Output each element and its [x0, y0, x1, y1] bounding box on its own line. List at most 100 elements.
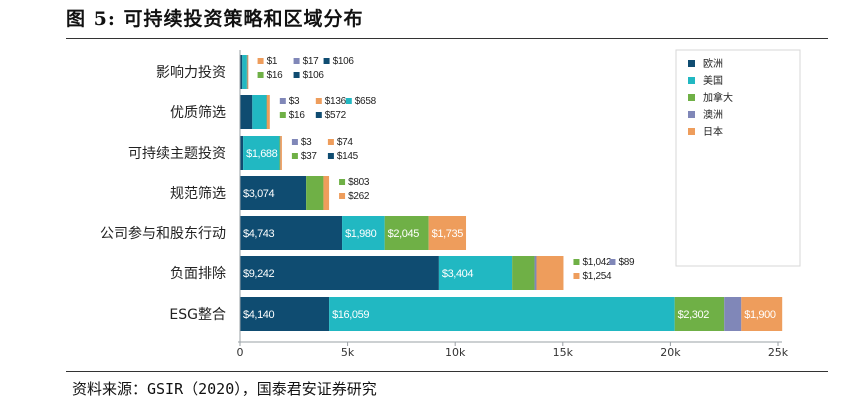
bar-segment-bar-row-2-series-1 — [240, 95, 253, 129]
callout-swatch — [315, 98, 322, 104]
legend-label-3: 加拿大 — [703, 91, 733, 104]
category-label: ESG整合 — [169, 307, 226, 323]
x-tick-label: 10k — [445, 346, 466, 359]
bar-segment-bar-row-4-series-3 — [306, 176, 324, 210]
data-label: $74 — [337, 137, 354, 148]
category-label: 公司参与和股东行动 — [100, 225, 226, 242]
callout-swatch — [279, 112, 286, 118]
category-label: 规范筛选 — [170, 185, 226, 202]
bar-segment-bar-row-7-series-1 — [240, 297, 330, 331]
x-tick-label: 25k — [768, 346, 789, 359]
data-label: $17 — [303, 56, 320, 67]
chart-bars: $1 $17 $106 $16 $106 $3 $136 $658 $16 $572 $1,688 $… — [240, 55, 783, 331]
callout-swatch — [291, 153, 298, 159]
data-label: $2,302 — [678, 309, 710, 321]
legend-swatch-3 — [688, 94, 695, 101]
legend-swatch-4 — [688, 111, 695, 118]
data-label: $16,059 — [332, 309, 369, 321]
legend-label-1: 欧洲 — [703, 58, 723, 70]
data-label: $1,735 — [432, 228, 464, 240]
callout-swatch — [293, 72, 300, 78]
data-label: $572 — [325, 110, 347, 121]
bar-segment-bar-row-7-series-3 — [674, 297, 725, 331]
data-label: $3,404 — [442, 268, 474, 280]
callout-swatch — [323, 58, 330, 64]
callout-swatch — [339, 193, 346, 199]
bar-segment-bar-row-5-series-2 — [342, 216, 385, 250]
callout-swatch — [327, 139, 334, 145]
legend-swatch-1 — [688, 60, 695, 67]
data-label: $4,140 — [243, 309, 275, 321]
bar-segment-bar-row-4-series-1 — [240, 176, 307, 210]
source-note: 资料来源：GSIR（2020），国泰君安证券研究 — [72, 380, 377, 398]
legend-label-2: 美国 — [703, 74, 723, 87]
data-label: $803 — [348, 177, 370, 188]
legend-box — [675, 49, 801, 267]
bar-segment-bar-row-2-series-5 — [266, 95, 270, 129]
bar-segment-bar-row-3-series-2 — [243, 136, 280, 170]
callout-swatch — [257, 58, 264, 64]
data-label: $1,254 — [582, 271, 612, 282]
callout-swatch — [279, 98, 286, 104]
bar-segment-bar-row-3-series-1 — [240, 136, 244, 170]
callout-swatch — [345, 98, 352, 104]
bar-segment-bar-row-7-series-4 — [724, 297, 742, 331]
callout-swatch — [327, 153, 334, 159]
category-label: 影响力投资 — [156, 65, 226, 81]
data-label: $16 — [267, 70, 284, 81]
data-label: $1,980 — [345, 228, 377, 240]
data-label: $106 — [303, 70, 325, 81]
data-label: $1,900 — [744, 309, 776, 321]
callout-swatch — [339, 179, 346, 185]
bar-segment-bar-row-3-series-3 — [279, 136, 281, 170]
data-label: $3 — [301, 137, 312, 148]
data-label: $89 — [618, 257, 635, 268]
legend-swatch-5 — [688, 128, 695, 135]
bar-segment-bar-row-7-series-5 — [741, 297, 783, 331]
bar-segment-bar-row-1-series-2 — [242, 55, 247, 89]
bar-segment-bar-row-7-series-2 — [329, 297, 675, 331]
bar-segment-bar-row-6-series-5 — [536, 256, 564, 290]
callout-swatch — [315, 112, 322, 118]
bar-segment-bar-row-6-series-2 — [438, 256, 513, 290]
category-label: 优质筛选 — [170, 105, 226, 121]
data-label: $145 — [337, 151, 359, 162]
bar-segment-bar-row-5-series-3 — [384, 216, 429, 250]
callout-swatch — [573, 259, 580, 265]
bar-segment-bar-row-5-series-1 — [240, 216, 343, 250]
title-divider — [66, 38, 828, 39]
data-label: $2,045 — [388, 228, 420, 240]
data-label: $9,242 — [243, 268, 275, 280]
data-label: $37 — [301, 151, 318, 162]
bar-segment-bar-row-5-series-5 — [428, 216, 467, 250]
callout-swatch — [291, 139, 298, 145]
source-divider — [66, 371, 828, 372]
legend-label-5: 日本 — [703, 125, 723, 138]
bar-segment-bar-row-1-series-5 — [247, 55, 249, 89]
callout-swatch — [293, 58, 300, 64]
x-axis: 0 5k 10k 15k 20k 25k — [237, 341, 789, 359]
callout-swatch — [609, 259, 616, 265]
data-label: $16 — [289, 110, 306, 121]
data-label: $1,688 — [246, 148, 278, 160]
x-tick-label: 0 — [237, 346, 244, 359]
bar-segment-bar-row-1-series-1 — [240, 55, 243, 89]
bar-segment-bar-row-6-series-1 — [240, 256, 439, 290]
data-label: $4,743 — [243, 228, 275, 240]
callout-swatch — [573, 273, 580, 279]
bar-segment-bar-row-2-series-2 — [252, 95, 267, 129]
bar-segment-bar-row-6-series-4 — [534, 256, 537, 290]
x-tick-label: 15k — [553, 346, 574, 359]
x-tick-label: 5k — [341, 346, 355, 359]
legend-label-4: 澳洲 — [703, 108, 723, 121]
data-label: $106 — [333, 56, 355, 67]
data-label: $658 — [355, 96, 377, 107]
bar-segment-bar-row-3-series-5 — [280, 136, 282, 170]
legend-swatch-2 — [688, 77, 695, 84]
data-label: $262 — [348, 191, 370, 202]
figure-title: 图 5: 可持续投资策略和区域分布 — [66, 8, 364, 30]
data-label: $1 — [267, 56, 278, 67]
